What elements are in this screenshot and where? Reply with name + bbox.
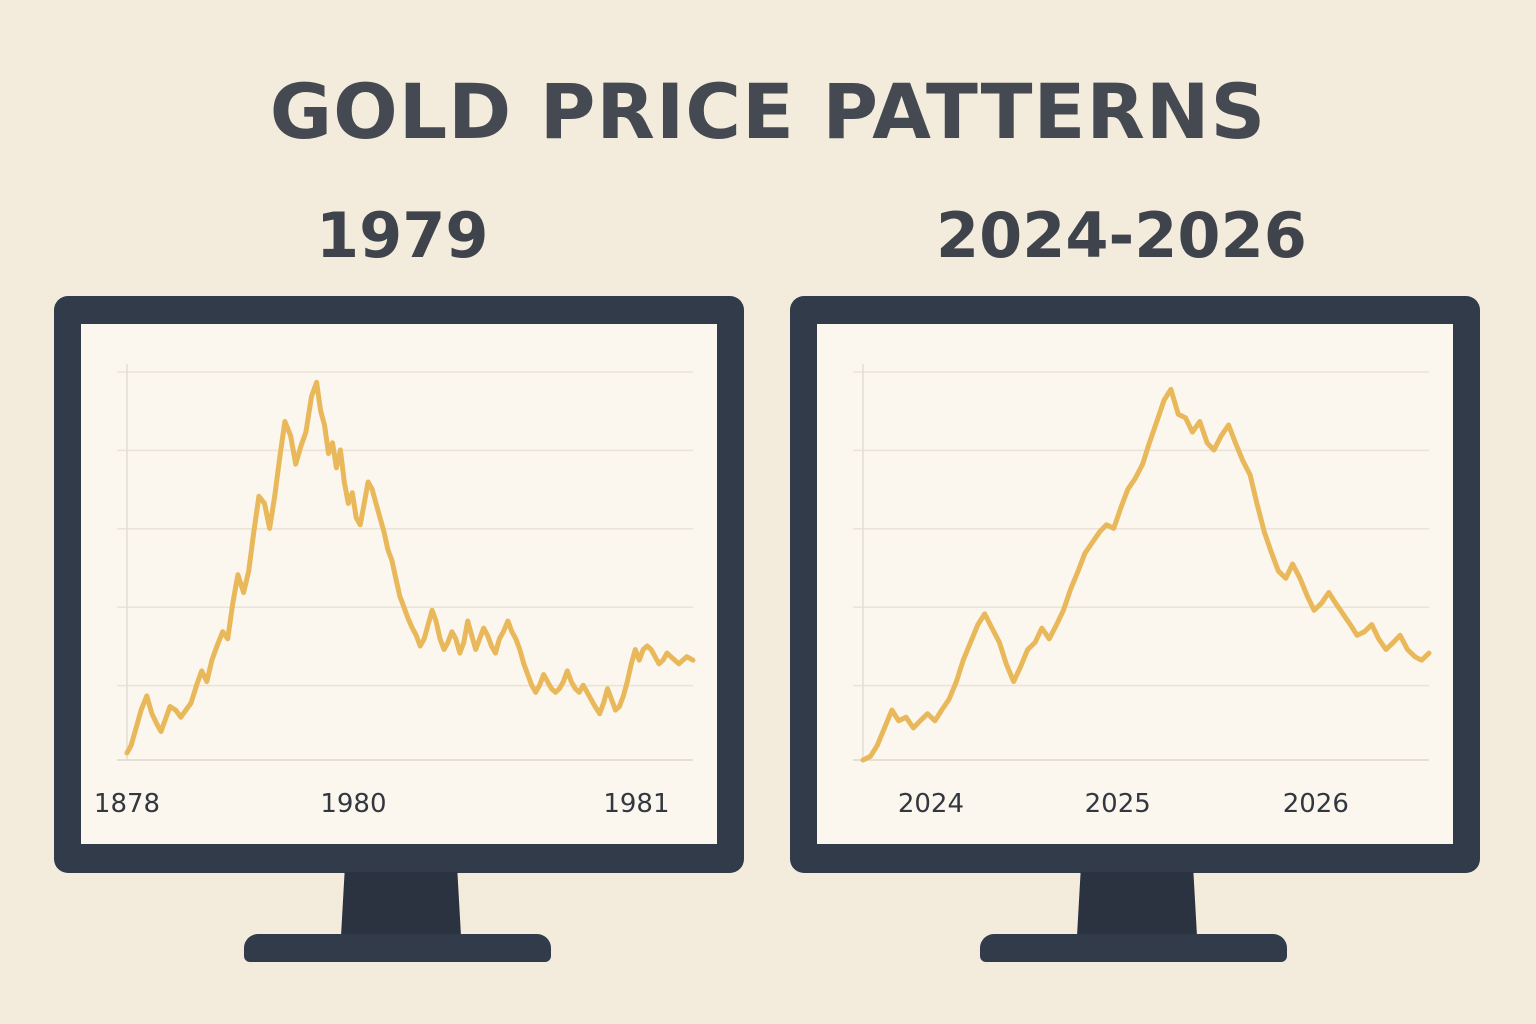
monitor-screen: 2024 2025 2026 [817,324,1453,844]
monitor-1979: 1979 1878 1980 1981 [54,0,744,1024]
page-title: GOLD PRICE PATTERNS [269,67,1267,156]
x-tick-label: 1980 [320,789,386,819]
monitor-stand-base [980,934,1287,962]
panel-heading-1979: 1979 [316,199,489,272]
monitor-bezel: 1878 1980 1981 [54,296,744,873]
monitor-stand-neck [1077,872,1197,936]
monitor-bezel: 2024 2025 2026 [790,296,1480,873]
grid-lines [853,371,1429,687]
monitor-screen: 1878 1980 1981 [81,324,717,844]
chart-1979: 1878 1980 1981 [94,364,696,819]
x-tick-label: 2024 [898,789,964,819]
x-tick-label: 1878 [94,789,160,819]
x-tick-label: 1981 [603,789,669,819]
price-line-series-0 [124,379,696,756]
x-tick-label: 2025 [1085,789,1151,819]
x-tick-label: 2026 [1283,789,1349,819]
monitor-stand-base [244,934,551,962]
monitor-stand-neck [341,872,461,936]
monitor-2024-2026: 2024-2026 2024 2025 2026 [790,0,1480,1024]
grid-lines [117,371,693,687]
panel-heading-2024-2026: 2024-2026 [936,199,1307,272]
price-line-series-0 [860,386,1432,763]
chart-2024-2026: 2024 2025 2026 [853,364,1432,819]
